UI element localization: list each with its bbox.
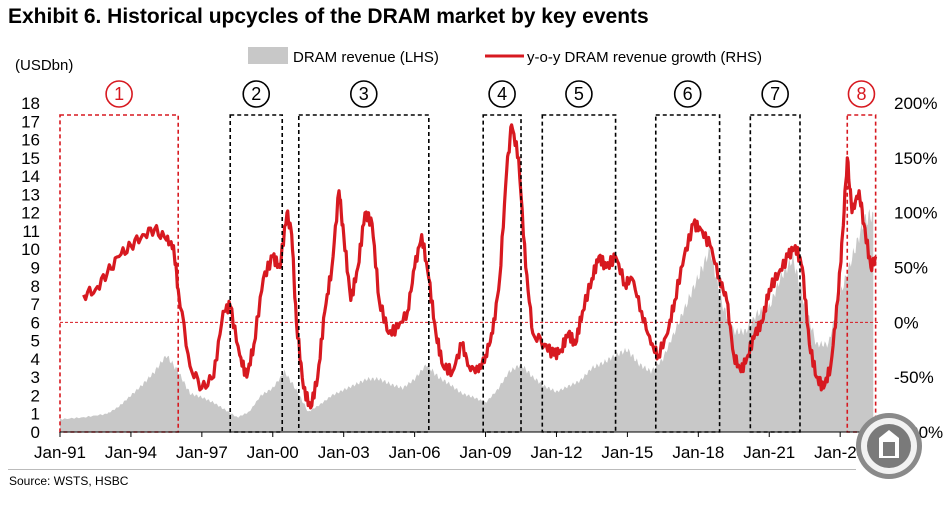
x-tick-label: Jan-00 [247,443,299,462]
event-marker-7 [761,80,789,108]
left-tick-label: 13 [21,185,40,204]
left-tick-label: 7 [31,295,40,314]
right-axis: -100%-50%0%50%100%150%200% [894,94,943,442]
plot-area: 1 2 3 4 5 6 7 8 [59,80,878,433]
left-tick-label: 12 [21,204,40,223]
left-tick-label: 3 [31,368,40,387]
left-tick-label: 9 [31,259,40,278]
left-axis-label: (USDbn) [15,57,73,74]
x-tick-label: Jan-12 [530,443,582,462]
event-number-5: 5 [574,84,584,104]
event-box-1 [59,114,180,433]
chart-title: Exhibit 6. Historical upcycles of the DR… [8,5,649,28]
event-marker-2 [242,80,271,108]
left-tick-label: 4 [31,350,40,369]
event-number-2: 2 [251,84,261,104]
right-tick-label: -50% [894,368,934,387]
growth-line-series [82,123,878,410]
right-tick-label: 50% [894,259,928,278]
x-tick-label: Jan-97 [176,443,228,462]
event-number-7: 7 [770,84,780,104]
x-tick-label: Jan-18 [672,443,724,462]
watermark-seal [856,413,922,479]
event-number-1: 1 [114,84,124,104]
x-tick-label: Jan-24 [814,443,866,462]
left-tick-label: 1 [31,405,40,424]
left-tick-label: 2 [31,386,40,405]
source-divider [8,469,856,470]
event-number-6: 6 [683,84,693,104]
left-tick-label: 17 [21,112,40,131]
x-tick-label: Jan-91 [34,443,86,462]
left-tick-label: 16 [21,131,40,150]
source-note: Source: WSTS, HSBC [9,474,129,488]
left-tick-label: 11 [22,222,40,241]
event-number-3: 3 [359,84,369,104]
event-marker-5 [565,80,593,108]
x-tick-label: Jan-09 [460,443,512,462]
x-tick-label: Jan-06 [389,443,441,462]
x-tick-label: Jan-03 [318,443,370,462]
x-tick-label: Jan-94 [105,443,157,462]
event-box-7 [749,114,801,433]
event-marker-4 [488,80,516,108]
left-tick-label: 8 [31,277,40,296]
x-tick-label: Jan-21 [743,443,795,462]
left-tick-label: 0 [31,423,40,442]
event-marker-8 [847,80,876,108]
event-box-6 [654,114,721,433]
legend-swatch-revenue [248,47,288,64]
event-marker-6 [673,80,702,108]
revenue-area-series [60,209,874,432]
left-tick-label: 14 [21,167,40,186]
legend-label-revenue: DRAM revenue (LHS) [293,49,439,66]
event-box-2 [229,114,284,433]
event-marker-3 [349,80,378,108]
right-tick-label: 100% [894,204,937,223]
left-tick-label: 6 [31,313,40,332]
left-tick-label: 10 [21,240,40,259]
event-marker-1 [105,80,133,108]
right-tick-label: 200% [894,94,937,113]
right-tick-label: 150% [894,149,937,168]
event-number-4: 4 [497,84,507,104]
right-tick-label: 0% [894,313,919,332]
legend: DRAM revenue (LHS) y-o-y DRAM revenue gr… [248,47,762,66]
legend-label-growth: y-o-y DRAM revenue growth (RHS) [527,49,762,66]
left-tick-label: 5 [31,332,40,351]
event-annotations: 1 2 3 4 5 6 7 8 [59,80,877,433]
left-tick-label: 18 [21,94,40,113]
event-box-5 [541,114,617,433]
x-tick-label: Jan-15 [601,443,653,462]
left-tick-label: 15 [21,149,40,168]
event-number-8: 8 [856,84,866,104]
x-axis: Jan-91 Jan-94 Jan-97 Jan-00 Jan-03 Jan-06 Jan-… [34,432,866,462]
